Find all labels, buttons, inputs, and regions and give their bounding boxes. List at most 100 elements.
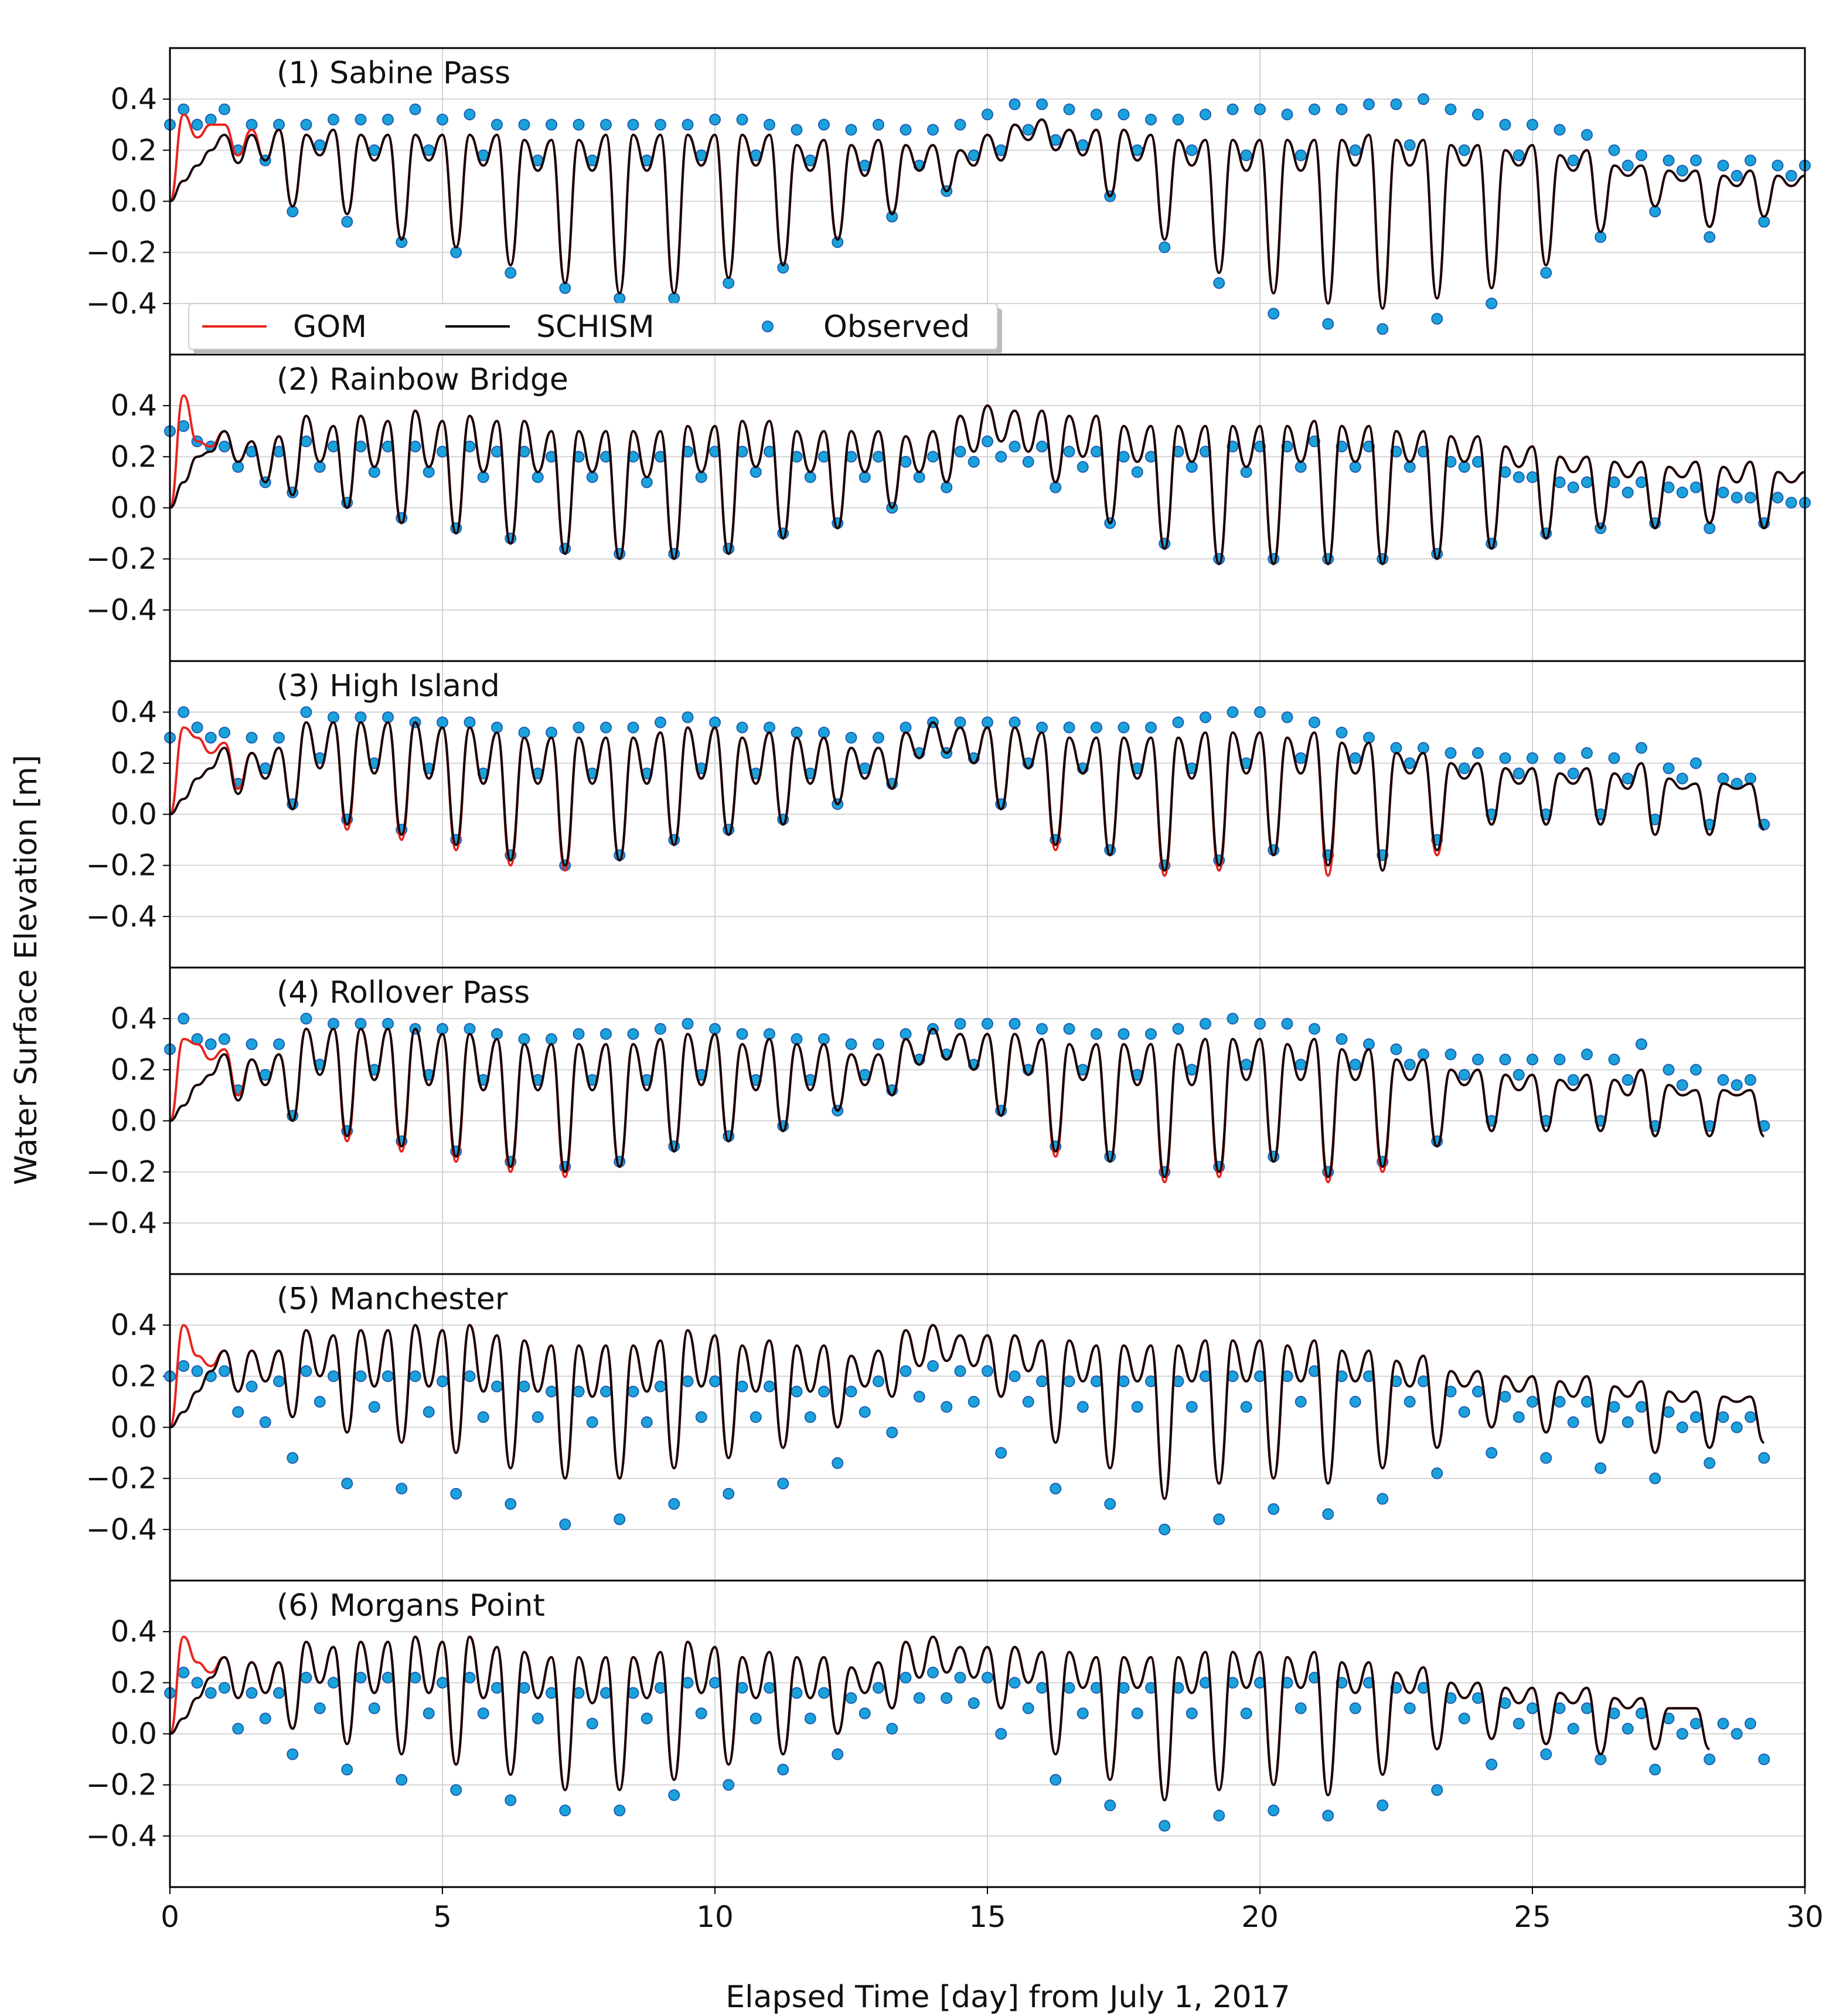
observed-point — [1621, 772, 1634, 785]
observed-point — [1608, 752, 1620, 764]
observed-point — [832, 236, 844, 248]
observed-point — [1145, 721, 1157, 734]
observed-point — [995, 1728, 1007, 1740]
observed-point — [1554, 752, 1566, 764]
observed-point — [505, 267, 517, 279]
observed-point — [1663, 154, 1675, 166]
observed-point — [219, 727, 230, 739]
observed-point — [982, 435, 993, 448]
observed-point — [1581, 1048, 1593, 1061]
observed-point — [641, 1416, 653, 1428]
observed-point — [355, 114, 367, 126]
y-tick-label-2: 0.0 — [110, 1717, 157, 1751]
observed-point — [1636, 149, 1647, 162]
observed-point — [1254, 706, 1266, 718]
y-tick-label-1: −0.2 — [86, 236, 157, 270]
observed-point — [1608, 144, 1620, 156]
observed-point — [1185, 461, 1198, 473]
observed-point — [1730, 169, 1743, 182]
observed-point — [1213, 277, 1225, 289]
observed-point — [1758, 216, 1770, 228]
observed-point — [532, 1712, 544, 1725]
observed-points — [164, 1360, 1770, 1535]
observed-point — [1418, 742, 1429, 754]
observed-point — [1036, 1682, 1048, 1694]
observed-point — [355, 1370, 367, 1382]
observed-point — [709, 1375, 721, 1388]
schism-line — [169, 118, 1805, 310]
observed-point — [450, 1487, 462, 1500]
legend-box — [188, 303, 998, 350]
observed-point — [1704, 1457, 1716, 1469]
observed-point — [1240, 149, 1252, 162]
observed-point — [1377, 1493, 1389, 1505]
y-axis-label: Water Surface Elevation [m] — [9, 755, 44, 1185]
observed-point — [845, 124, 857, 136]
observed-point — [1512, 471, 1525, 483]
observed-point — [845, 1385, 857, 1398]
observed-point — [178, 1013, 190, 1025]
observed-point — [954, 716, 966, 728]
observed-point — [328, 1370, 339, 1382]
observed-point — [464, 1023, 476, 1035]
observed-point — [1567, 767, 1579, 779]
observed-point — [1118, 1375, 1130, 1388]
observed-point — [1621, 1722, 1634, 1735]
panel-title: (4) Rollover Pass — [277, 975, 530, 1010]
y-tick-label-0: −0.4 — [86, 593, 157, 627]
observed-point — [1458, 1069, 1470, 1081]
observed-point — [1336, 1033, 1348, 1046]
observed-point — [1649, 205, 1661, 217]
observed-point — [1118, 108, 1130, 121]
observed-point — [627, 1385, 639, 1398]
observed-point — [1676, 486, 1688, 499]
observed-point — [709, 716, 721, 728]
observed-point — [205, 1687, 217, 1699]
observed-point — [178, 1360, 190, 1372]
observed-point — [655, 1023, 666, 1035]
panel-2: −0.4 −0.2 0.0 0.2 0.4 (2) Rainbow Bridge — [86, 353, 1811, 662]
observed-point — [1036, 440, 1048, 452]
observed-point — [818, 1687, 830, 1699]
observed-point — [845, 1038, 857, 1050]
observed-point — [1554, 1395, 1566, 1408]
observed-point — [1009, 98, 1021, 110]
y-tick-label-4: 0.4 — [110, 389, 157, 423]
legend-observed-label: Observed — [823, 309, 970, 345]
observed-point — [409, 103, 421, 115]
panel-title: (1) Sabine Pass — [277, 56, 510, 91]
observed-point — [1063, 721, 1075, 734]
observed-point — [1717, 772, 1729, 785]
observed-point — [1636, 1038, 1647, 1050]
observed-point — [1581, 129, 1593, 141]
observed-point — [682, 1375, 694, 1388]
observed-point — [396, 1483, 408, 1495]
observed-point — [982, 108, 993, 121]
observed-point — [178, 103, 190, 115]
observed-point — [1185, 1707, 1198, 1719]
observed-point — [1227, 706, 1239, 718]
observed-point — [1730, 1728, 1743, 1740]
observed-point — [1676, 772, 1688, 785]
observed-point — [1431, 312, 1443, 325]
observed-point — [1676, 1728, 1688, 1740]
x-tick-label-6: 30 — [1786, 1900, 1824, 1934]
observed-point — [641, 476, 653, 488]
observed-point — [287, 1748, 299, 1760]
observed-point — [219, 103, 230, 115]
y-tick-label-1: −0.2 — [86, 1768, 157, 1802]
observed-point — [382, 711, 394, 723]
y-tick-label-2: 0.0 — [110, 1104, 157, 1138]
observed-point — [328, 114, 339, 126]
observed-point — [682, 1017, 694, 1030]
y-tick-label-4: 0.4 — [110, 1002, 157, 1036]
observed-point — [913, 1391, 925, 1403]
y-tick-label-4: 0.4 — [110, 1308, 157, 1342]
observed-point — [682, 711, 694, 723]
observed-point — [1690, 1718, 1702, 1730]
observed-point — [886, 210, 898, 223]
observed-point — [1445, 1048, 1457, 1061]
observed-point — [477, 1411, 489, 1424]
observed-point — [845, 731, 857, 744]
observed-point — [1581, 1702, 1593, 1714]
